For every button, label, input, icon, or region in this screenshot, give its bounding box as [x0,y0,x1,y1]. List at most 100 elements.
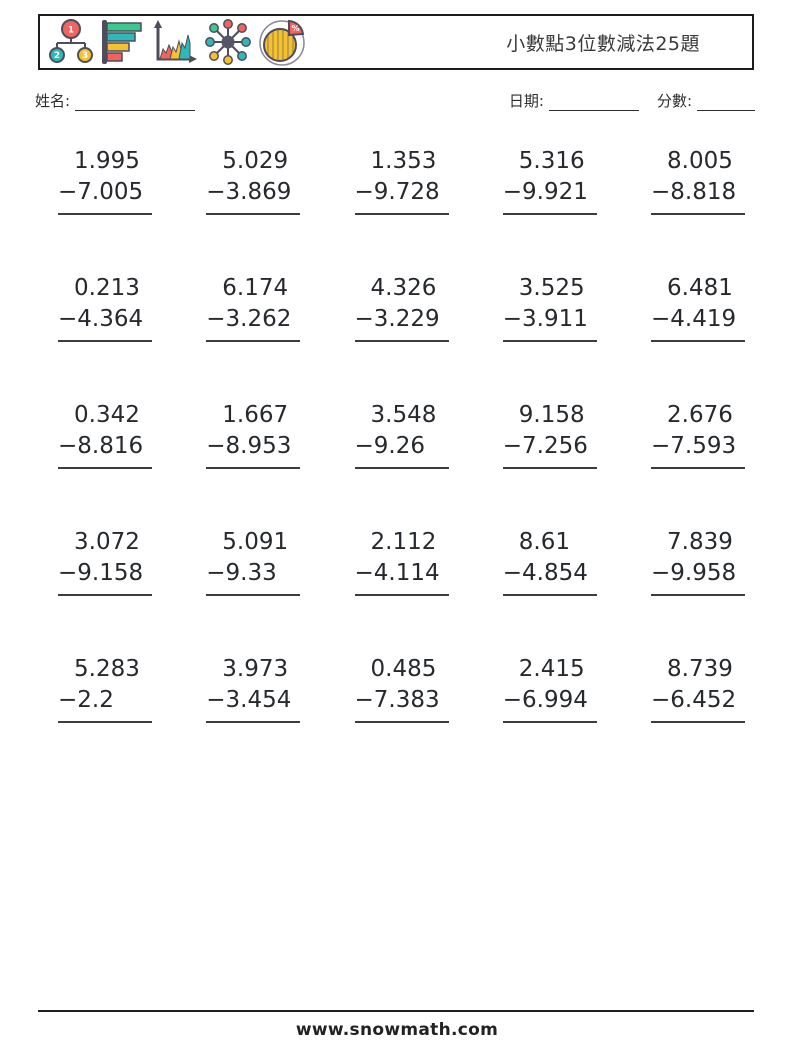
name-field: 姓名: [35,90,196,111]
name-blank-line[interactable] [75,93,196,111]
problem-13: 3.548 −9.26 [354,400,449,469]
date-label: 日期: [508,92,544,110]
header-box: 1 2 3 [38,14,754,70]
subtrahend: −9.33 [206,560,277,586]
subtrahend: −3.869 [206,179,292,205]
problem-5: 8.005 −8.818 [651,146,745,215]
minuend: 0.213 [74,275,140,301]
svg-text:1: 1 [68,26,74,36]
minuend: 5.029 [222,148,289,174]
subtrahend: −7.383 [354,687,440,713]
pie-chart-icon: % [259,19,305,66]
subtrahend: −9.921 [502,179,588,205]
minuend: 1.353 [370,148,437,174]
subtrahend: −4.364 [58,306,144,332]
network-icon [205,19,251,65]
tree-diagram-icon: 1 2 3 [49,19,93,63]
problem-19: 8.61 −4.854 [502,527,597,596]
subtrahend: −7.005 [58,179,144,205]
name-label: 姓名: [35,92,71,110]
problem-row-1: 1.995 −7.005 5.029 −3.869 1.353 −9.728 5.316 −9… [58,146,745,215]
minuend: 7.839 [667,529,733,555]
subtrahend: −8.953 [206,433,292,459]
subtrahend: −8.818 [651,179,737,205]
problem-12: 1.667 −8.953 [206,400,301,469]
problem-21: 5.283 −2.2 [58,654,152,723]
subtrahend: −3.229 [354,306,440,332]
svg-text:%: % [291,24,299,33]
minuend: 6.481 [667,275,733,301]
minuend: 3.072 [74,529,140,555]
problem-4: 5.316 −9.921 [502,146,597,215]
subtrahend: −4.419 [651,306,737,332]
problem-22: 3.973 −3.454 [206,654,301,723]
score-field: 分數: [657,90,755,111]
minuend: 3.548 [370,402,437,428]
problem-9: 3.525 −3.911 [502,273,597,342]
problem-7: 6.174 −3.262 [206,273,301,342]
subtrahend: −3.454 [206,687,292,713]
subtrahend: −6.994 [502,687,588,713]
minuend: 0.342 [74,402,140,428]
problems-grid: 1.995 −7.005 5.029 −3.869 1.353 −9.728 5.316 −9… [58,146,745,781]
problem-2: 5.029 −3.869 [206,146,301,215]
minuend: 3.525 [518,275,585,301]
problem-25: 8.739 −6.452 [651,654,745,723]
subtrahend: −2.2 [58,687,114,713]
problem-row-2: 0.213 −4.364 6.174 −3.262 4.326 −3.229 3.525 −3… [58,273,745,342]
subtrahend: −9.158 [58,560,144,586]
problem-6: 0.213 −4.364 [58,273,152,342]
problem-20: 7.839 −9.958 [651,527,745,596]
date-field: 日期: [509,90,639,111]
bar-chart-icon [102,20,142,64]
subtrahend: −3.262 [206,306,292,332]
line-chart-icon [154,20,197,63]
problem-11: 0.342 −8.816 [58,400,152,469]
footer-site-url: www.snowmath.com [295,1020,499,1040]
problem-24: 2.415 −6.994 [502,654,597,723]
problem-16: 3.072 −9.158 [58,527,152,596]
subtrahend: −9.958 [651,560,737,586]
minuend: 5.316 [518,148,585,174]
problem-3: 1.353 −9.728 [354,146,449,215]
logo: 1 2 3 [40,16,308,68]
problem-row-4: 3.072 −9.158 5.091 −9.33 2.112 −4.114 8.61 −4.8… [58,527,745,596]
problem-1: 1.995 −7.005 [58,146,152,215]
date-blank-line[interactable] [548,93,639,111]
subtrahend: −9.26 [354,433,425,459]
minuend: 3.973 [222,656,289,682]
worksheet-title: 小數點3位數減法25題 [506,32,700,55]
problem-17: 5.091 −9.33 [206,527,301,596]
problem-14: 9.158 −7.256 [502,400,597,469]
minuend: 6.174 [222,275,289,301]
subtrahend: −4.854 [502,560,588,586]
subtrahend: −8.816 [58,433,144,459]
minuend: 9.158 [518,402,585,428]
problem-18: 2.112 −4.114 [354,527,449,596]
problem-8: 4.326 −3.229 [354,273,449,342]
minuend: 1.995 [74,148,140,174]
subtrahend: −7.256 [502,433,588,459]
minuend: 2.112 [370,529,437,555]
minuend: 5.091 [222,529,289,555]
svg-text:2: 2 [54,51,60,61]
minuend: 8.61 [518,529,570,555]
problem-row-3: 0.342 −8.816 1.667 −8.953 3.548 −9.26 9.158 −7.… [58,400,745,469]
problem-15: 2.676 −7.593 [651,400,745,469]
subtrahend: −7.593 [651,433,737,459]
minuend: 2.676 [667,402,733,428]
problem-10: 6.481 −4.419 [651,273,745,342]
subtrahend: −3.911 [502,306,588,332]
minuend: 8.005 [667,148,733,174]
problem-23: 0.485 −7.383 [354,654,449,723]
student-fields: 姓名: 日期: 分數: [35,90,755,111]
score-blank-line[interactable] [697,93,755,111]
minuend: 4.326 [370,275,437,301]
svg-text:3: 3 [82,51,88,61]
score-label: 分數: [656,92,692,110]
minuend: 2.415 [518,656,585,682]
minuend: 8.739 [667,656,733,682]
minuend: 1.667 [222,402,289,428]
problem-row-5: 5.283 −2.2 3.973 −3.454 0.485 −7.383 2.415 −6.9… [58,654,745,723]
